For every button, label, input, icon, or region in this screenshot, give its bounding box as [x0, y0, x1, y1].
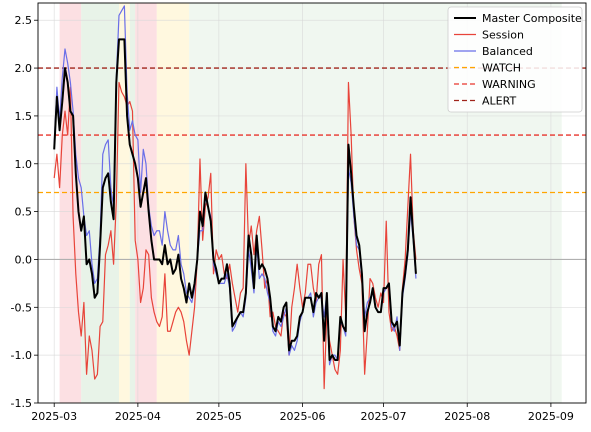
regime-band: [118, 3, 130, 403]
y-tick-label: -0.5: [11, 301, 32, 314]
x-tick-label: 2025-09: [528, 410, 574, 423]
y-tick-label: -1.0: [11, 349, 32, 362]
x-tick-label: 2025-08: [444, 410, 490, 423]
legend-label: Balanced: [482, 45, 533, 58]
legend-label: Master Composite: [482, 12, 582, 25]
x-tick-label: 2025-07: [361, 410, 407, 423]
regime-band: [129, 3, 136, 403]
y-axis-ticks: -1.5 -1.0 -0.5 0.0 0.5 1.0 1.5 2.0 2.5: [11, 14, 38, 410]
legend: Master Composite Session Balanced WATCH WARN…: [447, 6, 583, 113]
y-tick-label: 2.5: [15, 14, 33, 27]
legend-label: Session: [482, 29, 524, 42]
legend-label: WARNING: [482, 78, 536, 91]
x-axis-ticks: 2025-03 2025-04 2025-05 2025-06 2025-07 2025-…: [31, 403, 574, 423]
x-tick-label: 2025-03: [31, 410, 77, 423]
regime-band: [156, 3, 190, 403]
plot-frame: [37, 2, 587, 404]
regime-band: [135, 3, 157, 403]
y-tick-label: 1.0: [15, 158, 33, 171]
y-tick-label: 1.5: [15, 110, 33, 123]
x-tick-label: 2025-04: [115, 410, 161, 423]
regime-bands: [59, 3, 562, 403]
regime-band: [59, 3, 82, 403]
y-tick-label: 2.0: [15, 62, 33, 75]
y-tick-label: 0.0: [15, 253, 33, 266]
series-line-master-composite: [53, 38, 417, 361]
x-tick-label: 2025-06: [280, 410, 326, 423]
legend-box: [447, 6, 583, 113]
y-tick-label: 0.5: [15, 206, 33, 219]
legend-label: WATCH: [482, 62, 521, 75]
series-lines: [53, 5, 417, 390]
y-tick-label: -1.5: [11, 397, 32, 410]
x-tick-label: 2025-05: [196, 410, 242, 423]
legend-label: ALERT: [482, 95, 516, 108]
